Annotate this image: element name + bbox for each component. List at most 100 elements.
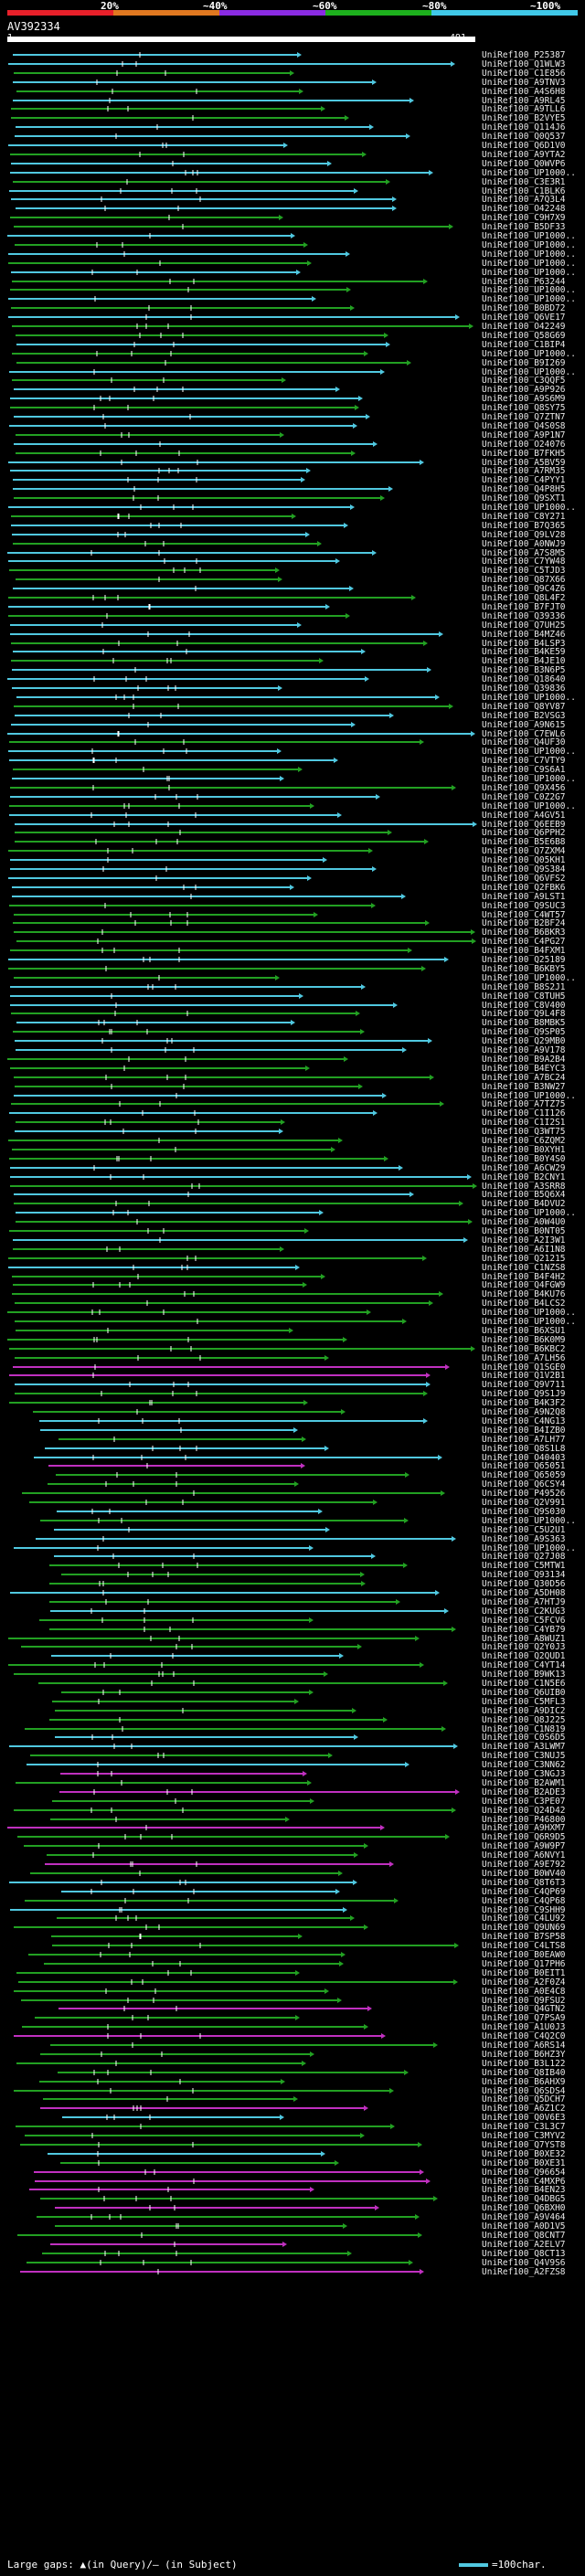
hit-label[interactable]: UniRef100_Q9X456 (482, 783, 566, 793)
hit-label[interactable]: UniRef100_A9N2Q8 (482, 1407, 566, 1417)
hit-label[interactable]: UniRef100_Q3WT75 (482, 1127, 566, 1137)
hit-label[interactable]: UniRef100_C3L3C7 (482, 2122, 566, 2132)
hit-label[interactable]: UniRef100_C0Z2G7 (482, 792, 566, 802)
hit-label[interactable]: UniRef100_UP1000.. (482, 367, 576, 377)
hit-label[interactable]: UniRef100_Q6R9D5 (482, 1832, 566, 1842)
hit-label[interactable]: UniRef100_C7VTY9 (482, 756, 566, 766)
hit-label[interactable]: UniRef100_A7Q3L4 (482, 195, 566, 205)
hit-label[interactable]: UniRef100_C3QQF5 (482, 376, 566, 386)
hit-label[interactable]: UniRef100_UP1000.. (482, 1091, 576, 1101)
hit-label[interactable]: UniRef100_B6XSU1 (482, 1326, 566, 1336)
hit-label[interactable]: UniRef100_A0E4C8 (482, 1987, 566, 1997)
hit-label[interactable]: UniRef100_C4Q2C0 (482, 2031, 566, 2041)
hit-label[interactable]: UniRef100_O42248 (482, 204, 566, 214)
hit-label[interactable]: UniRef100_Q25189 (482, 955, 566, 965)
hit-label[interactable]: UniRef100_P46800 (482, 1815, 566, 1825)
hit-label[interactable]: UniRef100_Q4FGW9 (482, 1280, 566, 1290)
hit-label[interactable]: UniRef100_Q8CNT7 (482, 2231, 566, 2241)
hit-label[interactable]: UniRef100_B3NW27 (482, 1082, 566, 1092)
hit-label[interactable]: UniRef100_A9P926 (482, 385, 566, 395)
hit-label[interactable]: UniRef100_Q18640 (482, 674, 566, 684)
hit-label[interactable]: UniRef100_A9N615 (482, 720, 566, 730)
hit-label[interactable]: UniRef100_C1N819 (482, 1724, 566, 1734)
hit-label[interactable]: UniRef100_A7TZ75 (482, 1099, 566, 1109)
hit-label[interactable]: UniRef100_B0WV40 (482, 1869, 566, 1879)
hit-label[interactable]: UniRef100_A6RS14 (482, 2041, 566, 2051)
hit-label[interactable]: UniRef100_B6K0M9 (482, 1335, 566, 1345)
hit-label[interactable]: UniRef100_C1E856 (482, 69, 566, 79)
hit-label[interactable]: UniRef100_B2AWM1 (482, 1778, 566, 1788)
hit-label[interactable]: UniRef100_A9DIC2 (482, 1706, 566, 1716)
hit-label[interactable]: UniRef100_C4YT14 (482, 1660, 566, 1670)
hit-label[interactable]: UniRef100_Q0WVP6 (482, 159, 566, 169)
hit-label[interactable]: UniRef100_B2VYE5 (482, 113, 566, 123)
hit-label[interactable]: UniRef100_B0NT05 (482, 1226, 566, 1236)
hit-label[interactable]: UniRef100_Q21215 (482, 1254, 566, 1264)
hit-label[interactable]: UniRef100_C6ZQM2 (482, 1136, 566, 1146)
hit-label[interactable]: UniRef100_B4LCS2 (482, 1299, 566, 1309)
hit-label[interactable]: UniRef100_Q7YST8 (482, 2140, 566, 2150)
hit-label[interactable]: UniRef100_C4NG13 (482, 1416, 566, 1426)
hit-label[interactable]: UniRef100_B8MBK5 (482, 1018, 566, 1028)
hit-label[interactable]: UniRef100_A8WUZ1 (482, 1634, 566, 1644)
hit-label[interactable]: UniRef100_C9H7X9 (482, 213, 566, 223)
hit-label[interactable]: UniRef100_B2BF24 (482, 918, 566, 928)
hit-label[interactable]: UniRef100_C4LTS8 (482, 1941, 566, 1951)
hit-label[interactable]: UniRef100_C8Y271 (482, 512, 566, 522)
hit-label[interactable]: UniRef100_O42249 (482, 322, 566, 332)
hit-label[interactable]: UniRef100_Q4P8H5 (482, 484, 566, 494)
hit-label[interactable]: UniRef100_C9SHH9 (482, 1905, 566, 1915)
hit-label[interactable]: UniRef100_A3LWM7 (482, 1742, 566, 1752)
hit-label[interactable]: UniRef100_B0XE31 (482, 2158, 566, 2168)
hit-label[interactable]: UniRef100_A4S6H8 (482, 87, 566, 97)
hit-label[interactable]: UniRef100_B6HZ3Y (482, 2050, 566, 2060)
hit-label[interactable]: UniRef100_Q7ZXM4 (482, 846, 566, 856)
hit-label[interactable]: UniRef100_B4F4H2 (482, 1272, 566, 1282)
hit-label[interactable]: UniRef100_Q9C4Z6 (482, 584, 566, 594)
hit-label[interactable]: UniRef100_Q4UF30 (482, 737, 566, 747)
hit-label[interactable]: UniRef100_B9WK13 (482, 1670, 566, 1680)
hit-label[interactable]: UniRef100_A9V178 (482, 1045, 566, 1055)
hit-label[interactable]: UniRef100_A0D1V5 (482, 2221, 566, 2231)
hit-label[interactable]: UniRef100_B0XE32 (482, 2149, 566, 2159)
hit-label[interactable]: UniRef100_A2FZS8 (482, 2267, 566, 2277)
hit-label[interactable]: UniRef100_C4QP68 (482, 1896, 566, 1906)
hit-label[interactable]: UniRef100_C5FCV6 (482, 1616, 566, 1626)
hit-label[interactable]: UniRef100_B6BKR3 (482, 928, 566, 938)
hit-label[interactable]: UniRef100_Q5DCH7 (482, 2094, 566, 2104)
hit-label[interactable]: UniRef100_UP1000.. (482, 1317, 576, 1327)
hit-label[interactable]: UniRef100_B6AHX9 (482, 2077, 566, 2087)
hit-label[interactable]: UniRef100_O40403 (482, 1453, 566, 1463)
hit-label[interactable]: UniRef100_Q4DBG5 (482, 2194, 566, 2204)
hit-label[interactable]: UniRef100_Q2Y0J3 (482, 1642, 566, 1652)
hit-label[interactable]: UniRef100_A7LH56 (482, 1353, 566, 1363)
hit-label[interactable]: UniRef100_Q6D1V0 (482, 141, 566, 151)
hit-label[interactable]: UniRef100_A9HXM7 (482, 1823, 566, 1833)
hit-label[interactable]: UniRef100_B4K3F2 (482, 1398, 566, 1408)
hit-label[interactable]: UniRef100_C5TJD3 (482, 566, 566, 576)
hit-label[interactable]: UniRef100_UP1000.. (482, 1208, 576, 1218)
hit-label[interactable]: UniRef100_Q6BXH0 (482, 2203, 566, 2213)
hit-label[interactable]: UniRef100_B2CNY1 (482, 1172, 566, 1182)
hit-label[interactable]: UniRef100_C1BIP4 (482, 340, 566, 350)
hit-label[interactable]: UniRef100_Q39336 (482, 611, 566, 621)
hit-label[interactable]: UniRef100_Q65059 (482, 1470, 566, 1480)
hit-label[interactable]: UniRef100_UP1000.. (482, 503, 576, 513)
hit-label[interactable]: UniRef100_A9S6M9 (482, 394, 566, 404)
hit-label[interactable]: UniRef100_Q9SXT1 (482, 493, 566, 504)
hit-label[interactable]: UniRef100_B0XYH1 (482, 1145, 566, 1155)
hit-label[interactable]: UniRef100_B2VSG3 (482, 711, 566, 721)
hit-label[interactable]: UniRef100_Q2FBK6 (482, 883, 566, 893)
hit-label[interactable]: UniRef100_C2KUG3 (482, 1606, 566, 1617)
hit-label[interactable]: UniRef100_P25387 (482, 50, 566, 60)
hit-label[interactable]: UniRef100_B0EIT1 (482, 1968, 566, 1978)
hit-label[interactable]: UniRef100_Q6CSY4 (482, 1479, 566, 1489)
hit-label[interactable]: UniRef100_Q1WLW3 (482, 59, 566, 69)
hit-label[interactable]: UniRef100_A6Z1C2 (482, 2104, 566, 2114)
hit-label[interactable]: UniRef100_Q05KH1 (482, 855, 566, 865)
hit-label[interactable]: UniRef100_C4PG27 (482, 937, 566, 947)
hit-label[interactable]: UniRef100_B0BD72 (482, 303, 566, 313)
hit-label[interactable]: UniRef100_Q4S0S8 (482, 421, 566, 431)
hit-label[interactable]: UniRef100_UP1000.. (482, 747, 576, 757)
hit-label[interactable]: UniRef100_Q8CT13 (482, 2249, 566, 2259)
